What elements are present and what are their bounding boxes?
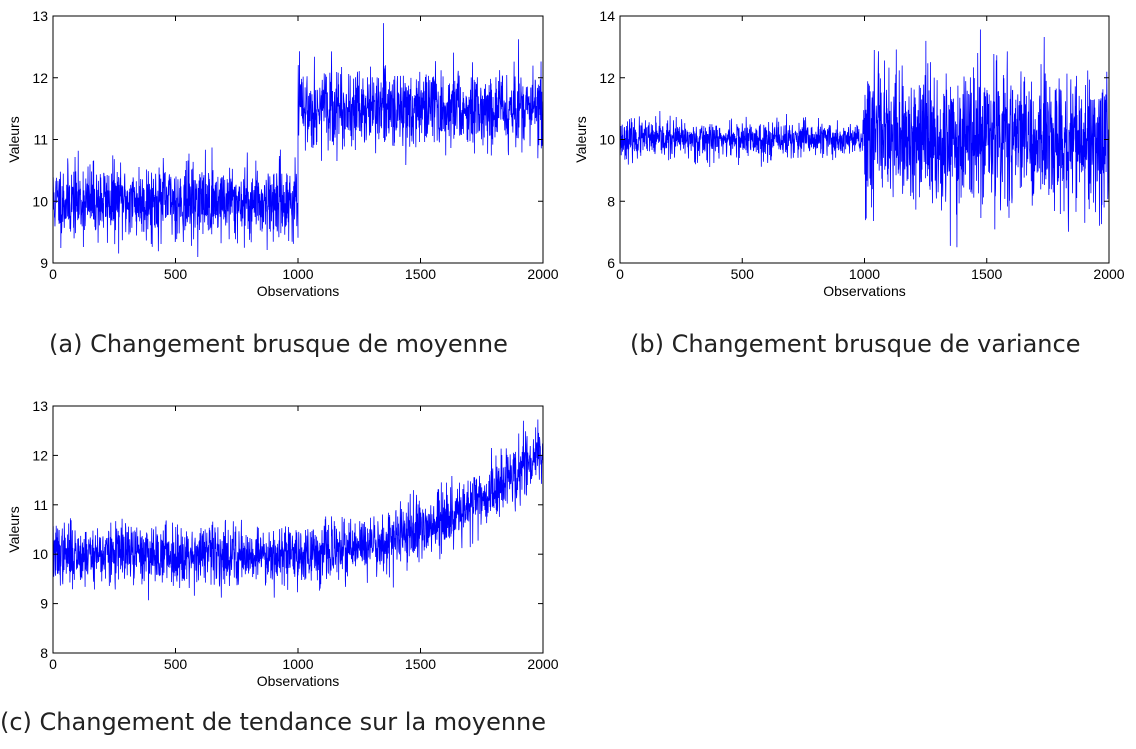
x-tick-label: 500	[164, 656, 188, 672]
y-tick-label: 11	[33, 497, 48, 513]
caption-a: (a) Changement brusque de moyenne	[49, 330, 508, 358]
y-tick-label: 13	[32, 8, 48, 24]
y-tick-label: 6	[607, 255, 615, 271]
y-tick-label: 8	[607, 193, 615, 209]
chart-svg-a: 0 500 1000 1500 2000 9 10 11 12 13 Observations Val…	[6, 8, 559, 299]
y-tick-label: 10	[599, 132, 615, 148]
y-axis-label: Valeurs	[573, 116, 589, 162]
y-tick-label: 10	[32, 193, 48, 209]
x-tick-label: 2000	[1093, 266, 1124, 282]
x-tick-label: 1500	[405, 266, 436, 282]
x-tick-label: 1500	[971, 266, 1002, 282]
series-line	[52, 419, 544, 601]
chart-panel-b: 0 500 1000 1500 2000 6 8 10 12 14 Observations Vale…	[566, 0, 1136, 310]
chart-panel-a: 0 500 1000 1500 2000 9 10 11 12 13 Observations Val…	[0, 0, 570, 310]
y-tick-label: 9	[40, 255, 48, 271]
x-tick-label: 1000	[849, 266, 880, 282]
series-line	[619, 29, 1110, 248]
y-tick-label: 8	[40, 645, 48, 661]
x-tick-label: 2000	[527, 266, 558, 282]
x-tick-label: 0	[49, 266, 57, 282]
x-axis-label: Observations	[257, 673, 339, 689]
chart-svg-c: 0 500 1000 1500 2000 8 9 10 11 12 13 Observations Va…	[6, 398, 559, 689]
x-axis-label: Observations	[257, 283, 339, 299]
y-tick-label: 9	[40, 596, 48, 612]
chart-svg-b: 0 500 1000 1500 2000 6 8 10 12 14 Observations Vale…	[573, 8, 1125, 299]
y-tick-label: 13	[32, 398, 48, 414]
x-tick-label: 1000	[282, 266, 313, 282]
y-axis-label: Valeurs	[6, 116, 22, 162]
caption-b: (b) Changement brusque de variance	[630, 330, 1081, 358]
series-line	[52, 23, 544, 257]
y-tick-label: 12	[32, 447, 48, 463]
y-axis-label: Valeurs	[6, 506, 22, 552]
x-tick-label: 1500	[405, 656, 436, 672]
chart-panel-c: 0 500 1000 1500 2000 8 9 10 11 12 13 Observations Va…	[0, 390, 570, 700]
x-tick-label: 500	[164, 266, 188, 282]
y-tick-label: 14	[599, 8, 615, 24]
plot-frame	[52, 405, 544, 654]
y-tick-label: 12	[599, 70, 615, 86]
x-axis-label: Observations	[823, 283, 905, 299]
x-tick-label: 1000	[282, 656, 313, 672]
caption-c: (c) Changement de tendance sur la moyenn…	[0, 708, 547, 736]
y-tick-label: 11	[33, 132, 48, 148]
x-tick-label: 2000	[527, 656, 558, 672]
x-tick-label: 500	[731, 266, 755, 282]
x-tick-label: 0	[616, 266, 624, 282]
y-tick-label: 10	[32, 546, 48, 562]
x-tick-label: 0	[49, 656, 57, 672]
y-tick-label: 12	[32, 70, 48, 86]
